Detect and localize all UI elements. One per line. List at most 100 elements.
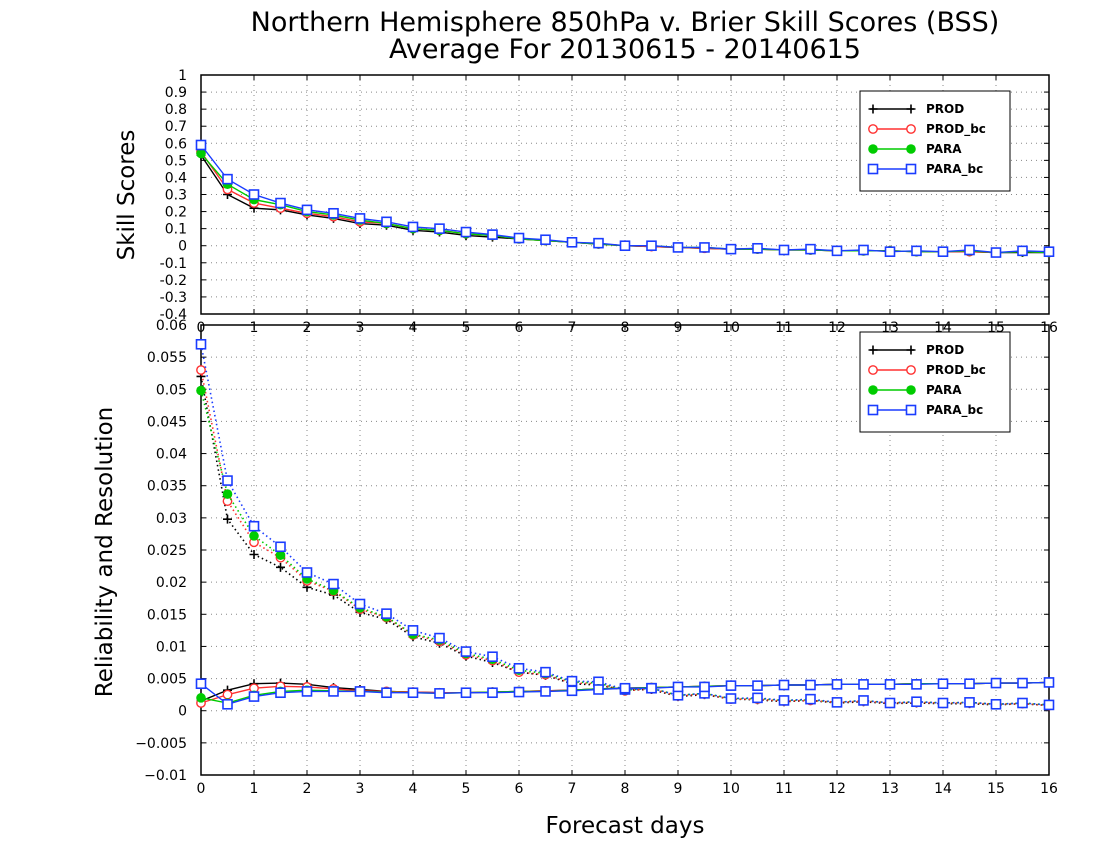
- legend-marker: [867, 163, 879, 175]
- x-tick-label: 6: [515, 781, 524, 797]
- data-point: [619, 682, 631, 694]
- data-point: [1017, 245, 1028, 257]
- data-point: [354, 598, 366, 610]
- x-tick-label: 14: [934, 781, 952, 797]
- x-tick-label: 2: [303, 781, 312, 797]
- y-tick-label: −0.01: [144, 768, 187, 784]
- y-tick-label: 0.015: [147, 607, 187, 623]
- data-point: [276, 562, 285, 572]
- data-point: [195, 678, 207, 690]
- data-point: [222, 475, 233, 486]
- y-tick-label: 0.025: [147, 543, 187, 559]
- data-point: [593, 237, 604, 249]
- data-point: [434, 223, 445, 234]
- data-point: [646, 682, 657, 694]
- axes: −0.01 −0.005 0 0.005 0.01 0.015 0.02 0.025 0.03 0…: [135, 318, 1058, 797]
- y-tick-label: 0.2: [165, 205, 187, 221]
- x-tick-label: 13: [881, 781, 899, 797]
- x-axis-label: Forecast days: [546, 813, 705, 839]
- legend-label: PARA_bc: [926, 162, 983, 177]
- legend-label: PROD: [926, 102, 964, 116]
- data-point: [196, 693, 206, 703]
- data-point: [275, 541, 286, 553]
- y-tick-label: 0.02: [156, 575, 187, 591]
- y-tick-label: 0.01: [156, 639, 187, 655]
- data-point: [1017, 677, 1028, 689]
- data-point: [513, 662, 525, 674]
- data-point: [540, 234, 551, 246]
- x-tick-label: 12: [828, 781, 846, 797]
- data-point: [248, 189, 260, 200]
- data-point: [619, 240, 631, 252]
- data-point: [301, 686, 313, 697]
- y-tick-label: 0.005: [147, 672, 187, 688]
- data-point: [381, 216, 392, 228]
- data-point: [407, 625, 419, 636]
- data-point: [407, 221, 419, 233]
- data-point: [222, 698, 233, 710]
- y-tick-label: 0: [178, 704, 187, 720]
- data-point: [249, 531, 259, 541]
- data-point: [487, 651, 498, 663]
- data-point: [672, 242, 684, 253]
- legend-box: [859, 331, 1011, 433]
- legend-marker: [868, 385, 878, 395]
- data-point: [487, 687, 498, 699]
- y-tick-label: 0.1: [165, 222, 187, 238]
- y-tick-label: 0.8: [165, 102, 187, 118]
- y-tick-label: -0.3: [160, 290, 187, 306]
- y-tick-label: 0.3: [165, 188, 187, 204]
- data-point: [884, 246, 896, 257]
- data-point: [222, 173, 233, 185]
- data-point: [223, 514, 232, 524]
- data-point: [354, 686, 366, 697]
- data-point: [831, 245, 843, 257]
- legend-marker: [868, 144, 878, 154]
- data-point: [778, 679, 790, 691]
- legend-marker: [906, 124, 916, 134]
- data-point: [513, 232, 525, 244]
- x-tick-label: 10: [722, 781, 740, 797]
- x-tick-label: 9: [674, 781, 683, 797]
- data-point: [566, 675, 578, 687]
- data-point: [407, 687, 419, 699]
- data-point: [1043, 677, 1055, 688]
- y-tick-label: −0.005: [135, 736, 187, 752]
- data-point: [328, 686, 339, 697]
- data-point: [1043, 699, 1055, 711]
- legend-marker: [867, 404, 879, 416]
- data-point: [196, 148, 206, 159]
- y-tick-label: 0.045: [147, 414, 187, 430]
- y-tick-label: 0.03: [156, 511, 187, 527]
- y-tick-label: 0.7: [165, 119, 187, 135]
- data-point: [381, 687, 392, 699]
- legend-marker: [906, 385, 916, 395]
- data-point: [513, 686, 525, 698]
- data-point: [778, 695, 790, 706]
- data-point: [646, 240, 657, 252]
- x-tick-label: 16: [1040, 781, 1058, 797]
- x-tick-label: 0: [197, 781, 206, 797]
- x-tick-label: 5: [462, 781, 471, 797]
- legend-box: [859, 90, 1011, 192]
- data-point: [805, 679, 816, 691]
- data-point: [566, 685, 578, 697]
- x-tick-label: 8: [621, 781, 630, 797]
- data-point: [275, 687, 286, 699]
- data-point: [1017, 697, 1028, 709]
- data-point: [964, 244, 975, 256]
- legend: PROD PROD_bc PARA PARA_bc: [859, 331, 1011, 433]
- data-point: [858, 679, 869, 690]
- y-tick-label: 1: [178, 68, 187, 84]
- legend-marker: [868, 104, 878, 114]
- y-tick-label: 0.04: [156, 447, 187, 463]
- data-point: [196, 385, 206, 396]
- data-point: [725, 680, 737, 691]
- data-point: [222, 689, 233, 700]
- data-point: [222, 489, 233, 499]
- data-point: [805, 693, 816, 705]
- y-tick-label: 0: [178, 239, 187, 255]
- top-y-axis-label: Skill Scores: [114, 130, 140, 261]
- data-point: [937, 678, 949, 690]
- data-point: [593, 684, 604, 695]
